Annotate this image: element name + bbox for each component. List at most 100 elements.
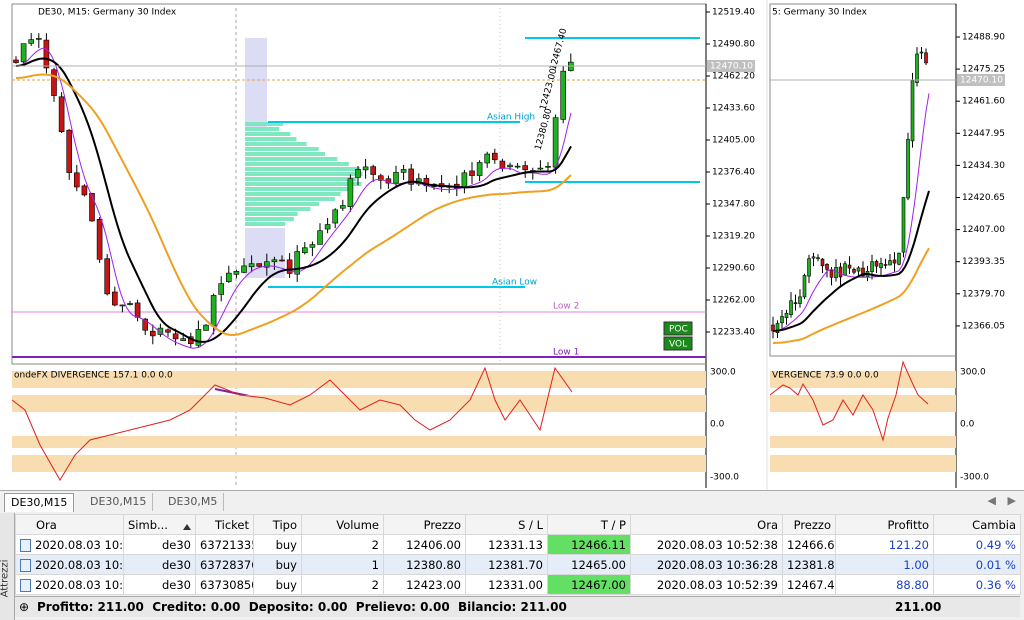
candle <box>400 169 407 173</box>
sort-arrow <box>183 520 191 530</box>
tab[interactable]: DE30,M15 <box>4 493 75 512</box>
candle <box>829 270 834 278</box>
column-header[interactable]: Prezzo <box>383 514 466 535</box>
cell: 63728376 <box>195 554 254 575</box>
current-price-box <box>707 60 755 72</box>
candle <box>834 267 838 279</box>
candle <box>537 167 544 170</box>
column-header[interactable]: Tipo <box>253 514 302 535</box>
candle <box>203 324 209 331</box>
button-label: VOL <box>669 340 687 350</box>
cell: 12381.80 <box>782 554 836 575</box>
chart-side: 12488.90 12475.25 12461.60 12447.95 12434.30… <box>768 0 1024 490</box>
candle <box>901 197 906 253</box>
column-header[interactable]: Volume <box>301 514 384 535</box>
cell: 12406.00 <box>383 534 466 555</box>
tab[interactable]: DE30,M5 <box>162 493 225 511</box>
column-header[interactable]: Prezzo <box>782 514 836 535</box>
tab-bar: DE30,M15 DE30,M15 DE30,M5 ◀ ▶ <box>0 490 1024 513</box>
cell: 12423.00 <box>383 574 466 595</box>
price-tick-label: 12475.25 <box>962 65 1005 75</box>
trade-row[interactable]: 2020.08.03 10:...de3063728376buy112380.8… <box>15 554 1021 575</box>
candle <box>74 172 80 188</box>
cell: buy <box>253 574 302 595</box>
indicator-band <box>12 455 706 472</box>
volume-profile <box>245 137 297 141</box>
column-header[interactable]: T / P <box>547 514 631 535</box>
candle <box>157 327 164 335</box>
indicator-title: VERGENCE 73.9 0.0 0.0 <box>772 371 879 381</box>
candle <box>469 170 475 176</box>
volume-profile <box>245 177 357 181</box>
candle <box>883 264 888 266</box>
candle <box>43 39 50 69</box>
cell: 12465.00 <box>547 554 631 575</box>
column-header[interactable]: Profitto <box>835 514 934 535</box>
volume-profile <box>245 197 335 201</box>
candle <box>838 266 843 278</box>
cell: 2020.08.03 10:36:28 <box>630 554 783 575</box>
candle <box>522 165 529 171</box>
candle <box>28 39 35 44</box>
cell: de30 <box>123 534 196 555</box>
candle <box>119 304 126 307</box>
cell: 121.20 <box>835 534 934 555</box>
current-price: 12470.10 <box>960 76 1003 86</box>
trade-row[interactable]: 2020.08.03 10:...de3063721335buy212406.0… <box>15 534 1021 555</box>
candle <box>789 300 793 316</box>
volume-profile <box>245 192 341 196</box>
button[interactable] <box>663 336 693 351</box>
column-header[interactable]: Ticket <box>195 514 254 535</box>
candle <box>347 178 354 207</box>
expand-icon[interactable]: ⊕ <box>19 600 30 614</box>
volume-profile <box>245 122 284 126</box>
price-tick-label: 12433.60 <box>712 104 755 114</box>
candle <box>852 269 856 273</box>
cell: 2020.08.03 10:... <box>15 534 124 555</box>
tab[interactable]: DE30,M15 <box>84 493 154 511</box>
indicator-band <box>12 371 706 388</box>
cell: 2 <box>301 534 384 555</box>
candle <box>476 162 483 176</box>
candle <box>906 138 910 199</box>
candle <box>780 316 784 324</box>
candle <box>915 53 919 83</box>
volume-profile <box>245 38 267 128</box>
candle <box>924 52 928 64</box>
column-header[interactable]: S / L <box>465 514 548 535</box>
scroll-left[interactable]: ◀ <box>987 494 996 507</box>
cell-text: 2020.08.03 10:... <box>35 577 124 592</box>
candle <box>897 252 901 265</box>
volume-profile <box>245 167 361 171</box>
candle <box>294 251 301 275</box>
column-header[interactable]: Cambia <box>933 514 1021 535</box>
candle <box>775 323 780 333</box>
order-icon <box>20 538 31 552</box>
volume-profile <box>245 212 298 216</box>
column-header[interactable]: Ora <box>630 514 783 535</box>
indicator-tick-label: 0.0 <box>960 420 975 430</box>
ma-slow <box>15 73 572 337</box>
candle <box>104 258 110 295</box>
ma-fast <box>15 47 572 349</box>
level-label: Low 2 <box>553 302 579 312</box>
cell: 12380.80 <box>383 554 466 575</box>
cell: 12331.00 <box>465 574 548 595</box>
candle <box>362 166 369 171</box>
price-tick-label: 12490.80 <box>712 40 755 50</box>
candle <box>355 169 361 178</box>
column-header[interactable]: Ora <box>15 514 124 535</box>
candle <box>484 153 491 164</box>
trade-row[interactable]: 2020.08.03 10:...de3063730850buy212423.0… <box>15 574 1021 595</box>
ma-slow <box>772 247 930 344</box>
scroll-right[interactable]: ▶ <box>1007 494 1016 507</box>
candle <box>874 261 879 267</box>
column-header[interactable]: Simb... <box>123 514 196 535</box>
volume-profile <box>245 157 338 161</box>
price-tick-label: 12420.65 <box>962 193 1005 203</box>
button[interactable] <box>663 321 693 336</box>
cell: 0.01 % <box>933 554 1021 575</box>
cell: 12466.60 <box>782 534 836 555</box>
cell: 12467.40 <box>782 574 836 595</box>
